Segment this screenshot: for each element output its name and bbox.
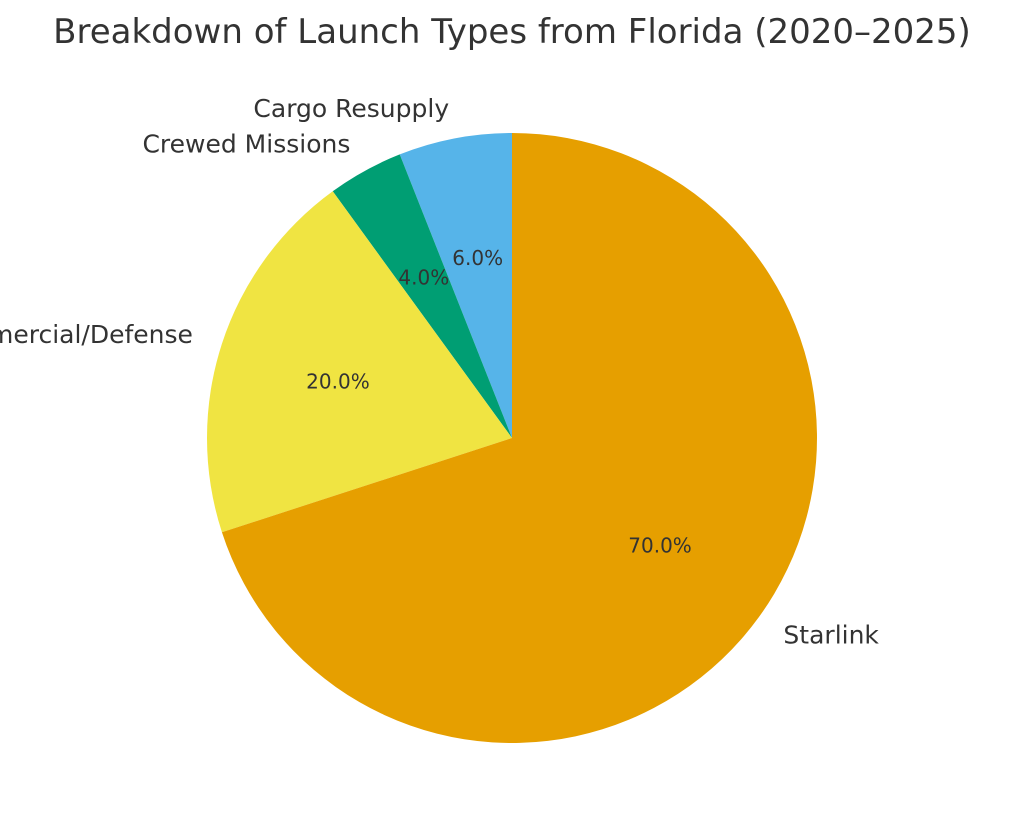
category-label-commercial-defense: Commercial/Defense: [0, 320, 193, 349]
slice-commercial-defense: [207, 191, 513, 533]
pct-label-cargo-resupply: 6.0%: [452, 246, 503, 270]
category-label-crewed-missions: Crewed Missions: [142, 129, 350, 158]
pct-label-commercial-defense: 20.0%: [306, 369, 370, 393]
category-label-starlink: Starlink: [783, 621, 879, 650]
pie-slices: [207, 133, 818, 743]
slice-crewed-missions: [332, 154, 512, 439]
percentage-labels: 6.0%4.0% 20.0% 70.0%: [306, 246, 692, 557]
category-label-cargo-resupply: Cargo Resupply: [253, 94, 449, 123]
slice-cargo-resupply: [399, 133, 512, 438]
chart-title: Breakdown of Launch Types from Florida (…: [53, 12, 971, 52]
slice-starlink: [221, 133, 818, 743]
category-labels: Cargo Resupply Crewed Missions Commercial/…: [0, 94, 879, 650]
pct-label-starlink: 70.0%: [628, 534, 692, 558]
pct-label-crewed-missions: 4.0%: [398, 266, 449, 290]
